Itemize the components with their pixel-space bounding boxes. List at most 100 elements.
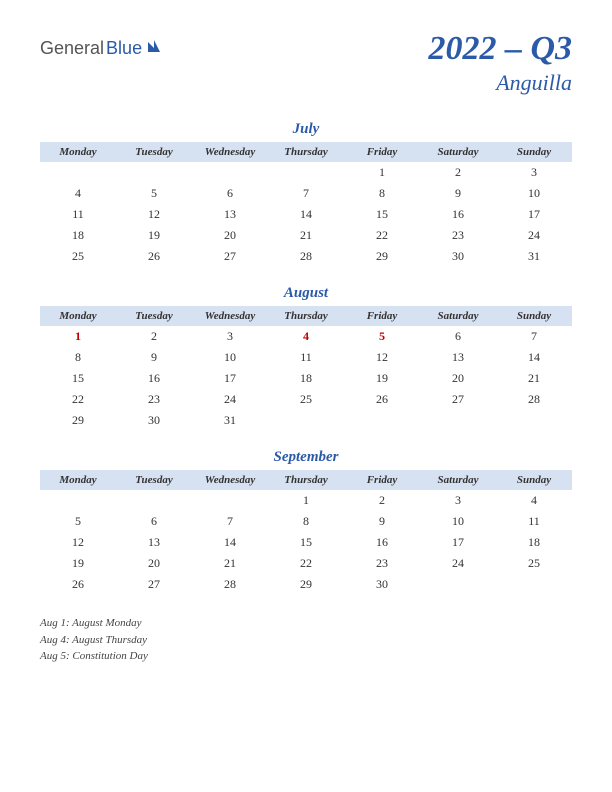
calendar-cell	[192, 162, 268, 183]
calendar-cell: 11	[40, 204, 116, 225]
day-header: Tuesday	[116, 142, 192, 162]
logo: General Blue	[40, 38, 162, 59]
calendar-table: MondayTuesdayWednesdayThursdayFridaySatu…	[40, 470, 572, 595]
calendar-cell: 4	[268, 326, 344, 347]
region-title: Anguilla	[428, 70, 572, 96]
calendar-cell: 24	[420, 553, 496, 574]
calendar-cell: 1	[344, 162, 420, 183]
calendar-cell: 14	[268, 204, 344, 225]
calendar-cell: 23	[344, 553, 420, 574]
calendar-cell: 22	[268, 553, 344, 574]
calendar-cell: 18	[496, 532, 572, 553]
calendar-cell: 10	[192, 347, 268, 368]
day-header: Sunday	[496, 470, 572, 490]
calendar-cell	[268, 410, 344, 431]
calendar-cell: 27	[192, 246, 268, 267]
day-header: Friday	[344, 470, 420, 490]
calendar-cell: 1	[268, 490, 344, 511]
calendar-cell: 13	[116, 532, 192, 553]
calendar-cell: 27	[420, 389, 496, 410]
day-header: Wednesday	[192, 306, 268, 326]
holidays-list: Aug 1: August MondayAug 4: August Thursd…	[40, 615, 572, 665]
calendar-cell: 15	[268, 532, 344, 553]
calendar-cell	[420, 574, 496, 595]
calendar-cell: 26	[344, 389, 420, 410]
calendar-cell: 29	[344, 246, 420, 267]
calendar-cell: 23	[116, 389, 192, 410]
day-header: Wednesday	[192, 470, 268, 490]
calendar-cell: 18	[268, 368, 344, 389]
calendar-cell: 2	[344, 490, 420, 511]
calendar-cell: 26	[40, 574, 116, 595]
month-block: AugustMondayTuesdayWednesdayThursdayFrid…	[40, 285, 572, 431]
calendar-cell: 8	[344, 183, 420, 204]
calendar-row: 293031	[40, 410, 572, 431]
calendars-container: JulyMondayTuesdayWednesdayThursdayFriday…	[40, 121, 572, 595]
calendar-cell: 10	[496, 183, 572, 204]
calendar-cell: 29	[268, 574, 344, 595]
calendar-cell: 31	[192, 410, 268, 431]
day-header: Tuesday	[116, 470, 192, 490]
day-header: Monday	[40, 470, 116, 490]
calendar-cell: 14	[192, 532, 268, 553]
calendar-cell: 3	[420, 490, 496, 511]
calendar-row: 123	[40, 162, 572, 183]
calendar-cell: 7	[496, 326, 572, 347]
day-header: Friday	[344, 142, 420, 162]
calendar-cell: 23	[420, 225, 496, 246]
calendar-cell: 25	[268, 389, 344, 410]
logo-text-general: General	[40, 38, 104, 59]
calendar-row: 567891011	[40, 511, 572, 532]
calendar-cell: 27	[116, 574, 192, 595]
calendar-cell: 31	[496, 246, 572, 267]
calendar-cell: 19	[40, 553, 116, 574]
calendar-cell: 3	[496, 162, 572, 183]
calendar-cell: 6	[116, 511, 192, 532]
calendar-cell: 20	[192, 225, 268, 246]
calendar-cell: 21	[496, 368, 572, 389]
day-header: Monday	[40, 142, 116, 162]
day-header: Sunday	[496, 306, 572, 326]
calendar-cell: 6	[192, 183, 268, 204]
calendar-cell: 19	[344, 368, 420, 389]
calendar-row: 22232425262728	[40, 389, 572, 410]
calendar-cell: 9	[420, 183, 496, 204]
calendar-cell: 28	[268, 246, 344, 267]
title-block: 2022 – Q3 Anguilla	[428, 30, 572, 96]
calendar-cell: 12	[40, 532, 116, 553]
month-name: July	[40, 121, 572, 138]
calendar-cell: 25	[40, 246, 116, 267]
calendar-cell	[192, 490, 268, 511]
calendar-cell: 21	[192, 553, 268, 574]
day-header: Wednesday	[192, 142, 268, 162]
day-header: Tuesday	[116, 306, 192, 326]
calendar-cell: 20	[116, 553, 192, 574]
calendar-cell: 30	[420, 246, 496, 267]
calendar-cell	[496, 574, 572, 595]
calendar-cell: 7	[192, 511, 268, 532]
day-header: Sunday	[496, 142, 572, 162]
logo-text-blue: Blue	[106, 38, 142, 59]
calendar-cell: 17	[420, 532, 496, 553]
calendar-cell: 6	[420, 326, 496, 347]
calendar-cell: 30	[116, 410, 192, 431]
calendar-cell: 16	[116, 368, 192, 389]
calendar-row: 1234	[40, 490, 572, 511]
day-header: Thursday	[268, 142, 344, 162]
calendar-cell: 2	[420, 162, 496, 183]
calendar-cell: 3	[192, 326, 268, 347]
calendar-row: 25262728293031	[40, 246, 572, 267]
calendar-row: 1234567	[40, 326, 572, 347]
calendar-cell: 7	[268, 183, 344, 204]
calendar-cell: 15	[344, 204, 420, 225]
calendar-cell: 2	[116, 326, 192, 347]
calendar-row: 19202122232425	[40, 553, 572, 574]
day-header: Thursday	[268, 306, 344, 326]
calendar-cell: 25	[496, 553, 572, 574]
calendar-cell	[420, 410, 496, 431]
calendar-cell	[496, 410, 572, 431]
calendar-cell	[40, 162, 116, 183]
calendar-row: 45678910	[40, 183, 572, 204]
calendar-row: 18192021222324	[40, 225, 572, 246]
day-header: Saturday	[420, 306, 496, 326]
